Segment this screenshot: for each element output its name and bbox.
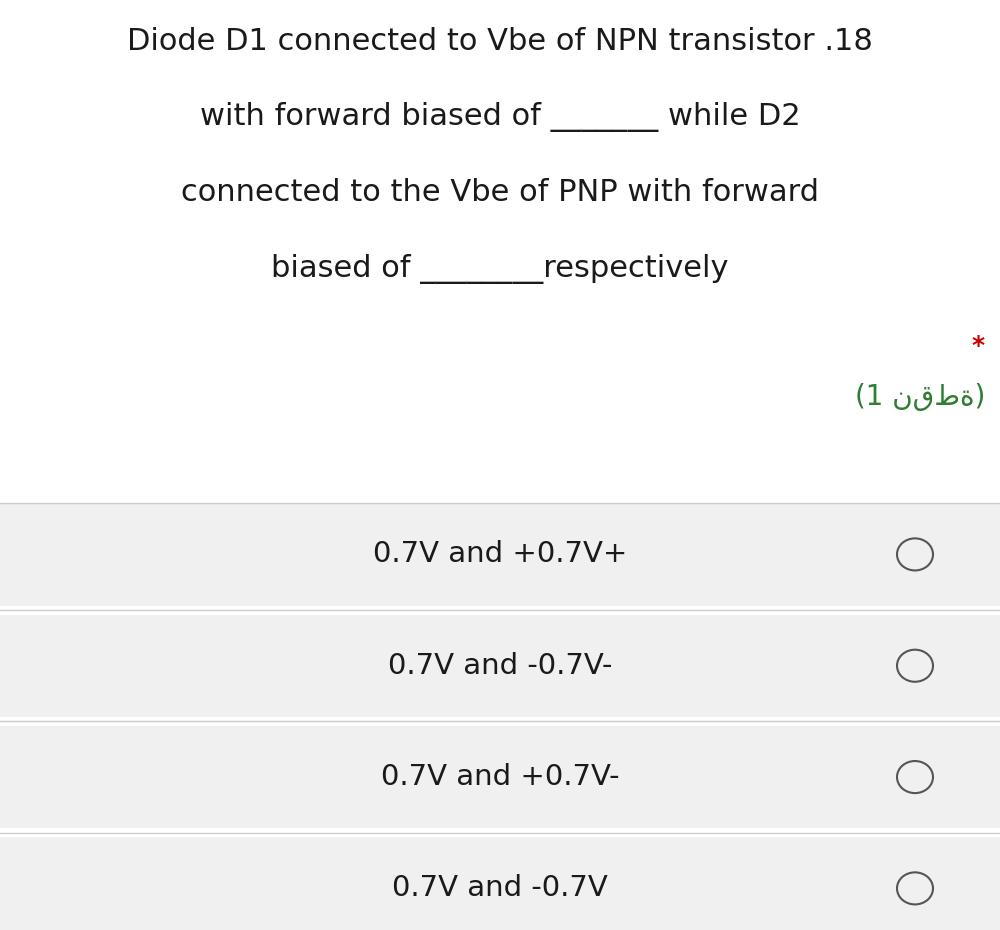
- Text: 0.7V and -0.7V: 0.7V and -0.7V: [392, 874, 608, 902]
- Text: Diode D1 connected to Vbe of NPN transistor .18: Diode D1 connected to Vbe of NPN transis…: [127, 27, 873, 56]
- Text: (1 نقطة): (1 نقطة): [855, 383, 985, 411]
- FancyBboxPatch shape: [0, 615, 1000, 717]
- FancyBboxPatch shape: [0, 725, 1000, 829]
- Text: 0.7V and -0.7V-: 0.7V and -0.7V-: [388, 652, 612, 680]
- FancyBboxPatch shape: [0, 503, 1000, 605]
- Text: 0.7V and +0.7V-: 0.7V and +0.7V-: [381, 763, 619, 791]
- Text: biased of ________respectively: biased of ________respectively: [271, 254, 729, 284]
- Text: with forward biased of _______ while D2: with forward biased of _______ while D2: [200, 102, 800, 132]
- Text: 0.7V and +0.7V+: 0.7V and +0.7V+: [373, 540, 627, 568]
- Text: connected to the Vbe of PNP with forward: connected to the Vbe of PNP with forward: [181, 179, 819, 207]
- Text: *: *: [972, 334, 985, 358]
- FancyBboxPatch shape: [0, 837, 1000, 930]
